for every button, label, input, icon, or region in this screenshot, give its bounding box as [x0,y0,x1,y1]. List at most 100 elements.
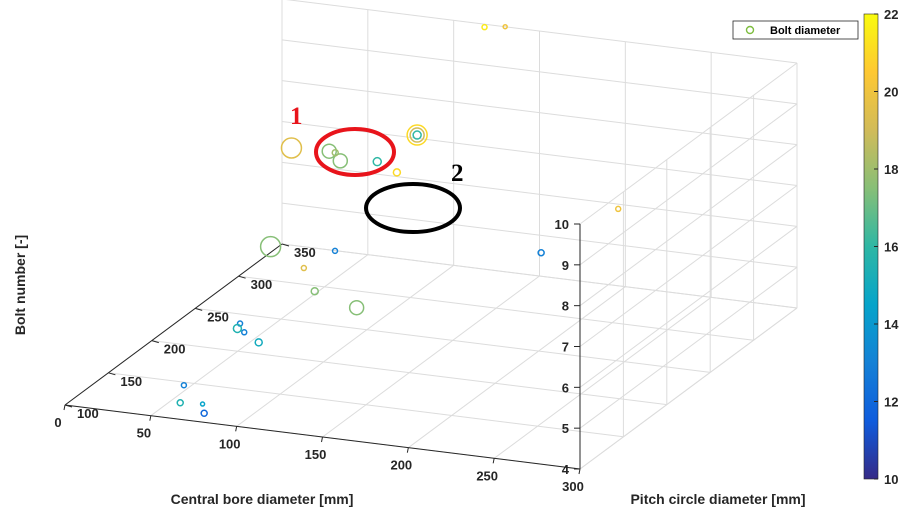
data-point [259,235,282,258]
colorbar-tick-label: 22 [884,7,898,22]
data-point [331,247,339,255]
data-point [332,153,349,169]
colorbar-tick-label: 14 [884,317,899,332]
x-axis-label: Central bore diameter [mm] [171,491,354,507]
y-tick-mark [281,243,290,247]
grid-line-x-floor [150,254,369,417]
grid-line-z-wall [579,144,798,307]
y-axis-line [64,243,283,406]
x-tick-label: 50 [137,426,151,441]
grid-lines [64,0,798,470]
grid-line-y-floor [238,275,754,341]
x-tick-label: 100 [219,436,241,451]
x-tick-mark [321,436,323,443]
grid-line-x-floor [493,296,712,459]
grid-line-y-floor [195,307,711,373]
y-tick-mark [195,307,203,311]
y-tick-mark [151,340,159,344]
colorbar-tick-label: 18 [884,162,898,177]
colorbar: 10 12 14 16 18 20 22 [863,7,899,487]
z-tick-label: 6 [562,380,569,395]
annotation-label-1: 1 [290,103,303,130]
axis-ticks: 300 250 200 150 100 50 0 100 150 200 250 300 350 4 5 6 7… [54,217,583,494]
data-point [412,130,422,140]
data-point [200,409,208,418]
data-point [300,264,308,272]
z-tick-label: 10 [555,217,569,232]
grid-line-x-floor [236,264,454,427]
data-point [331,148,339,157]
data-point [392,168,402,177]
data-point [372,156,382,167]
legend-box [732,20,859,40]
y-tick-label: 300 [251,277,273,292]
z-tick-label: 9 [562,258,569,273]
grid-line-z-wall [285,0,798,64]
z-tick-label: 5 [562,421,569,436]
z-tick-label: 8 [562,299,569,314]
data-point [310,286,319,296]
x-tick-label: 150 [305,447,327,462]
x-tick-mark [63,404,66,411]
data-point [199,401,206,407]
data-point [348,299,365,316]
grid-line-x-floor [322,275,540,438]
grid-line-z-wall [579,266,798,429]
grid-line-z-wall [579,103,798,266]
y-tick-label: 350 [294,245,316,260]
annotation-ellipse-2 [364,182,462,234]
x-tick-mark [406,447,409,453]
x-tick-label: 0 [54,415,61,430]
x-tick-mark [492,458,495,464]
grid-line-z-wall [281,243,798,309]
data-point [232,323,243,334]
x-tick-label: 250 [476,468,498,483]
x-tick-mark [149,415,152,421]
data-point [321,143,337,159]
legend-label: Bolt diameter [770,25,841,37]
data-point [537,248,545,257]
data-point [240,329,248,336]
grid-line-z-wall [281,39,798,105]
z-tick-label: 4 [562,462,570,477]
annotation-label-2: 2 [451,160,464,187]
x-tick-label: 200 [390,458,412,473]
legend: Bolt diameter [732,20,859,40]
data-point [280,137,303,159]
x-tick-label: 300 [562,479,584,494]
data-point [406,124,428,146]
data-point [176,399,184,407]
y-tick-label: 150 [120,374,142,389]
y-tick-mark [108,372,116,376]
colorbar-tick-label: 16 [884,240,898,255]
annotation-ellipse-1 [314,127,396,177]
colorbar-tick-label: 20 [884,85,898,100]
grid-line-y-floor [151,340,667,406]
data-point [409,127,425,143]
grid-line-x-floor [408,286,626,449]
z-axis-label: Bolt number [-] [12,235,28,335]
legend-marker-icon [745,25,755,35]
grid-line-y-floor [108,372,624,438]
y-tick-mark [64,404,73,408]
x-tick-mark [578,468,581,475]
annotations: 1 2 [290,103,464,234]
y-axis-label: Pitch circle diameter [mm] [630,491,805,507]
z-tick-label: 7 [562,340,569,355]
colorbar-tick-label: 12 [884,395,898,410]
grid-line-z-wall [579,225,798,388]
grid-line-z-wall [281,80,798,146]
grid-line-z-wall [579,62,798,225]
x-tick-mark [235,426,238,432]
y-tick-label: 200 [164,342,186,357]
grid-line-z-wall [579,307,798,470]
data-point [481,23,488,31]
colorbar-tick-label: 10 [884,472,898,487]
grid-line-z-wall [579,185,798,347]
data-points [176,23,622,418]
data-point [614,205,622,213]
axis-labels: Central bore diameter [mm] Pitch circle … [12,235,806,507]
data-point [502,23,508,30]
data-point [254,338,263,347]
